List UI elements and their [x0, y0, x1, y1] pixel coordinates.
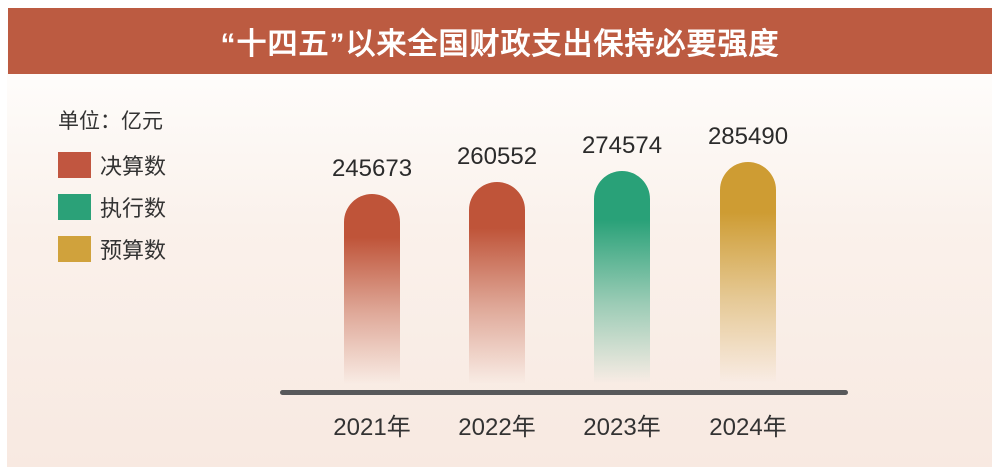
x-axis-label: 2024年 — [709, 414, 787, 441]
legend-item-final-accounts: 决算数 — [58, 151, 167, 179]
legend-item-budget: 预算数 — [58, 235, 167, 263]
bar-2024年 — [720, 162, 776, 392]
legend-swatch-red — [58, 151, 91, 178]
unit-label: 单位：亿元 — [58, 110, 163, 133]
x-axis-label: 2021年 — [333, 414, 411, 441]
page-title: “十四五”以来全国财政支出保持必要强度 — [220, 28, 780, 61]
legend-label: 执行数 — [100, 195, 167, 221]
bar-2022年 — [469, 182, 525, 392]
x-axis-label: 2023年 — [583, 414, 661, 441]
bar-2023年 — [594, 171, 650, 392]
bar-value-label: 245673 — [331, 155, 413, 182]
bar-value-label: 285490 — [707, 123, 789, 150]
legend-label: 决算数 — [100, 153, 167, 179]
title-banner: “十四五”以来全国财政支出保持必要强度 — [8, 8, 992, 74]
legend-label: 预算数 — [100, 237, 167, 263]
legend-item-execution: 执行数 — [58, 193, 167, 221]
x-axis-line — [280, 390, 848, 395]
bar-value-label: 260552 — [456, 143, 538, 170]
bar-2021年 — [344, 194, 400, 392]
x-axis-label: 2022年 — [458, 414, 536, 441]
legend-swatch-gold — [58, 235, 91, 262]
chart-legend: 决算数 执行数 预算数 — [58, 151, 166, 277]
bar-chart: 245673 2021年 260552 2022年 274574 2023年 285490 2… — [7, 8, 992, 467]
legend-swatch-green — [58, 193, 91, 220]
infographic-card: “十四五”以来全国财政支出保持必要强度 单位：亿元 决算数 执行数 预算数 24… — [7, 8, 992, 467]
bar-value-label: 274574 — [581, 132, 663, 159]
